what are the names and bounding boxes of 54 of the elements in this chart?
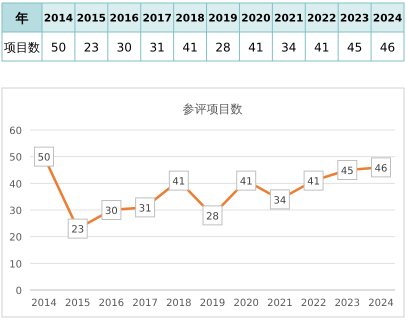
y-tick-label: 30: [9, 206, 22, 217]
y-tick-label: 50: [9, 152, 22, 164]
x-tick-label: 2020: [233, 298, 259, 309]
category-label: 2021: [274, 12, 304, 24]
annotation: 30: [105, 206, 118, 217]
x-tick-label: 2024: [368, 298, 394, 309]
category-label: 2017: [142, 12, 172, 24]
data-label: 23: [84, 40, 100, 54]
annotation: 34: [274, 195, 286, 206]
annotation: 41: [307, 176, 320, 188]
annotation: 31: [138, 203, 152, 214]
annotation: 45: [340, 166, 354, 177]
data-label: 45: [346, 40, 362, 54]
data-label: 34: [281, 40, 296, 54]
annotation: 23: [71, 224, 84, 236]
annotation: 41: [240, 176, 253, 188]
annotation: 50: [38, 152, 50, 164]
x-tick-label: 2014: [31, 298, 57, 309]
category-label: 2016: [110, 12, 139, 24]
y-tick-label: 20: [9, 232, 22, 244]
x-tick-label: 2019: [200, 298, 226, 309]
data-label: 46: [380, 40, 396, 54]
annotation: 28: [206, 211, 219, 222]
text: 年: [14, 12, 28, 26]
category-label: 2018: [175, 12, 205, 24]
x-tick-label: 2017: [132, 298, 158, 309]
data-label: 31: [150, 40, 165, 54]
x-tick-label: 2022: [300, 298, 326, 309]
category-label: 2015: [76, 12, 106, 24]
text: 项目数: [4, 40, 40, 54]
chart-title: 参评项目数: [182, 102, 242, 116]
x-tick-label: 2021: [267, 298, 293, 309]
category-label: 2024: [372, 12, 402, 24]
data-label: 30: [116, 40, 132, 54]
y-tick-label: 0: [16, 286, 22, 297]
data-label: 41: [248, 40, 264, 54]
category-label: 2023: [340, 12, 370, 24]
x-tick-label: 2015: [64, 298, 90, 309]
x-tick-label: 2016: [98, 298, 124, 309]
y-tick-label: 40: [9, 179, 22, 190]
category-label: 2020: [241, 12, 271, 24]
x-tick-label: 2023: [334, 298, 360, 309]
data-label: 50: [50, 40, 66, 54]
category-label: 2014: [44, 12, 74, 24]
category-label: 2022: [307, 12, 336, 24]
y-tick-label: 10: [9, 259, 22, 270]
annotation: 46: [374, 163, 388, 174]
data-label: 41: [314, 40, 330, 54]
data-label: 28: [215, 40, 231, 54]
x-tick-label: 2018: [166, 298, 192, 309]
annotation: 41: [172, 176, 186, 188]
category-label: 2019: [208, 12, 238, 24]
y-tick-label: 60: [9, 126, 22, 137]
data-label: 41: [182, 40, 198, 54]
